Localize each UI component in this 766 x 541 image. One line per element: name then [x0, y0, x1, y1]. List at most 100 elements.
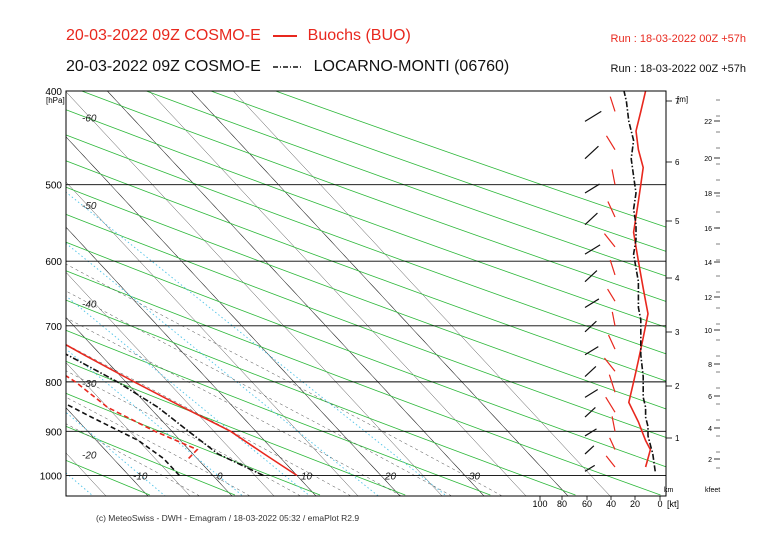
wind-barb — [605, 135, 616, 150]
isotherm-label-left: -20 — [82, 450, 97, 461]
height-kfeet-label: 12 — [704, 295, 712, 302]
isotherm-label-bottom: 30 — [469, 472, 481, 483]
legend-red-label: Buochs (BUO) — [307, 27, 411, 44]
title-red-text: 20-03-2022 09Z COSMO-E — [66, 27, 261, 44]
dry-adiabat — [66, 270, 661, 496]
wind-barb — [609, 259, 616, 276]
wind-barb — [611, 311, 616, 326]
height-kfeet-label: 4 — [708, 426, 712, 433]
pressure-tick-label: 500 — [45, 181, 62, 192]
wind-barb — [607, 288, 616, 302]
wind-barb — [584, 406, 596, 418]
dry-adiabat — [66, 329, 491, 496]
title-red: 20-03-2022 09Z COSMO-E Buochs (BUO) — [66, 27, 411, 45]
height-kfeet-label: 8 — [708, 362, 712, 369]
footer-credit: (c) MeteoSwiss - DWH - Emagram / 18-03-2… — [96, 513, 360, 523]
isotherm-label-bottom: 0 — [217, 472, 223, 483]
height-kfeet-label: 22 — [704, 119, 712, 126]
isotherm — [66, 317, 233, 496]
pressure-tick-label: 800 — [45, 378, 62, 389]
pressure-unit-label: [hPa] — [46, 96, 65, 105]
wind-barb — [584, 428, 597, 437]
wind-barb — [609, 437, 616, 450]
height-kfeet-unit: kfeet — [705, 487, 720, 494]
wind-barb — [607, 334, 616, 350]
wind-barb — [584, 346, 599, 356]
wind-barb — [584, 244, 601, 255]
pressure-tick-label: 700 — [45, 322, 62, 333]
series-locarno-dewpoint — [66, 403, 180, 477]
wind-barb — [584, 366, 597, 378]
wind-speed-unit: [kt] — [667, 499, 679, 509]
pressure-tick-label: 600 — [45, 257, 62, 268]
moist-adiabat — [66, 396, 251, 496]
wind-barb — [603, 233, 616, 248]
height-km-label: 7 — [675, 97, 680, 106]
isotherm-label-bottom: -10 — [133, 472, 148, 483]
isotherm — [66, 136, 401, 496]
height-km-label: 2 — [675, 382, 680, 391]
moist-adiabat — [66, 290, 452, 496]
dry-adiabat — [210, 91, 666, 252]
wind-barb — [611, 416, 616, 432]
wind-barb — [584, 110, 602, 122]
dry-adiabat — [66, 241, 666, 468]
height-km-label: 5 — [675, 217, 680, 226]
dry-adiabat — [66, 299, 576, 496]
height-m-unit: [m] — [677, 95, 688, 104]
height-km-unit: km — [664, 487, 674, 494]
series-locarno-temperature — [66, 353, 264, 477]
title-black-text: 20-03-2022 09Z COSMO-E — [66, 58, 261, 75]
dry-adiabat — [66, 360, 406, 496]
wind-barb — [605, 455, 616, 468]
pressure-tick-label: 900 — [45, 427, 62, 438]
dry-adiabat — [66, 392, 321, 496]
dry-adiabat — [81, 91, 666, 302]
isotherm — [66, 181, 359, 496]
wind-barb — [607, 201, 616, 218]
height-kfeet-label: 20 — [704, 156, 712, 163]
wind-barb — [585, 91, 586, 92]
wind-barb — [605, 396, 616, 413]
isotherm — [66, 91, 443, 496]
height-km-label: 4 — [675, 274, 680, 283]
wind-speed-label: 0 — [657, 499, 662, 509]
wind-barb — [584, 270, 598, 283]
wind-speed-label: 40 — [606, 499, 616, 509]
series-layer — [66, 343, 298, 477]
dry-adiabat — [146, 91, 666, 277]
height-kfeet-label: 10 — [704, 328, 712, 335]
dry-adiabat — [66, 213, 666, 438]
wind-speed-label: 20 — [630, 499, 640, 509]
wind-barb — [609, 96, 616, 112]
run-info-red: Run : 18-03-2022 00Z +57h — [610, 33, 746, 45]
isotherm — [66, 407, 149, 496]
series-buochs-temperature — [66, 343, 298, 477]
isotherm-label-left: -50 — [82, 201, 97, 212]
wind-speed-label: 60 — [582, 499, 592, 509]
dry-adiabat — [66, 186, 666, 410]
pressure-tick-label: 400 — [45, 87, 62, 98]
series-buochs-dewpoint — [66, 374, 199, 459]
wind-profile-locarno — [623, 91, 656, 472]
legend-line-red — [273, 34, 298, 37]
height-km-label: 3 — [675, 328, 680, 337]
wind-barb — [603, 357, 616, 372]
height-kfeet-label: 6 — [708, 394, 712, 401]
wind-barb — [584, 145, 599, 160]
plot-grid — [66, 91, 666, 496]
isotherm — [66, 362, 191, 496]
height-kfeet-label: 2 — [708, 457, 712, 464]
pressure-tick-label: 1000 — [40, 472, 63, 483]
axes-layer: -60-60-50-50-40-40-30-30-20-20-100102030… — [40, 87, 720, 509]
dry-adiabat — [66, 134, 666, 355]
isotherm-label-left: -30 — [82, 379, 97, 390]
mixing-ratio-line — [66, 295, 311, 496]
plot-frame — [65, 90, 667, 497]
isotherm — [66, 226, 317, 496]
wind-barb — [584, 445, 595, 455]
isotherm — [107, 91, 485, 496]
height-kfeet-label: 18 — [704, 191, 712, 198]
height-kfeet-label: 14 — [704, 260, 712, 267]
